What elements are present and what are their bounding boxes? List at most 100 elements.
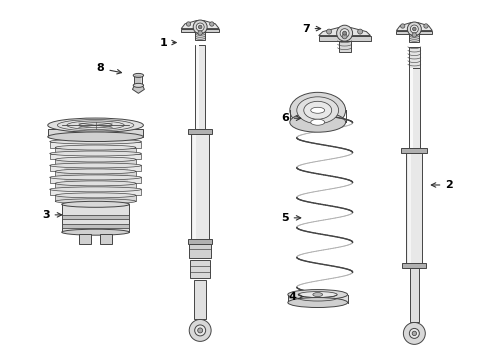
Bar [407,153,410,268]
Ellipse shape [289,92,345,128]
Ellipse shape [55,181,136,186]
Circle shape [326,29,331,34]
Bar [402,263,426,268]
Polygon shape [132,85,144,93]
Bar [338,41,350,53]
Circle shape [411,331,416,336]
Ellipse shape [50,187,141,192]
Bar [63,168,127,183]
Bar [55,195,136,201]
Circle shape [342,34,346,39]
Ellipse shape [55,193,136,198]
Ellipse shape [298,292,336,298]
Bar [194,280,206,319]
Polygon shape [318,28,370,36]
Text: 8: 8 [97,63,122,74]
Circle shape [357,29,362,34]
Circle shape [408,328,419,338]
Polygon shape [181,28,219,32]
Circle shape [409,25,417,33]
Bar [61,224,129,228]
Circle shape [412,27,415,31]
Circle shape [193,20,207,34]
Bar [190,260,210,278]
Circle shape [186,22,190,26]
Ellipse shape [55,169,136,174]
Text: 7: 7 [301,24,320,33]
Ellipse shape [133,73,143,77]
Circle shape [209,22,214,26]
Ellipse shape [48,132,143,141]
Circle shape [197,328,202,333]
Ellipse shape [287,289,347,300]
Bar [406,153,422,268]
Ellipse shape [289,112,345,132]
Ellipse shape [310,107,324,113]
Bar [409,268,418,323]
Bar [287,294,347,302]
Ellipse shape [133,84,143,87]
Bar [48,129,143,137]
Circle shape [189,319,211,341]
Bar [134,75,142,85]
Ellipse shape [50,151,141,156]
Bar [188,239,212,244]
Ellipse shape [55,199,136,204]
Ellipse shape [55,157,136,162]
Ellipse shape [296,97,338,124]
Polygon shape [181,21,219,28]
Bar [55,183,136,189]
Ellipse shape [312,293,322,297]
Ellipse shape [61,201,129,207]
Bar [79,234,91,244]
Bar [408,34,419,42]
Polygon shape [396,31,431,34]
Bar [55,171,136,177]
Bar [189,244,211,258]
Text: 2: 2 [430,180,452,190]
Ellipse shape [55,145,136,150]
Text: 1: 1 [159,37,176,48]
Text: 4: 4 [288,292,302,302]
Circle shape [336,25,352,41]
Bar [55,148,136,153]
Bar [188,129,212,134]
Bar [50,153,141,159]
Ellipse shape [303,101,331,119]
Ellipse shape [310,119,324,125]
Circle shape [194,325,205,336]
Circle shape [403,323,425,345]
Ellipse shape [61,229,129,235]
Bar [408,68,419,148]
Polygon shape [396,23,431,31]
Circle shape [198,31,202,35]
Circle shape [340,29,348,38]
Circle shape [342,31,346,35]
Circle shape [198,25,202,29]
Bar [401,148,427,153]
Circle shape [407,22,421,36]
Bar [61,216,129,220]
Polygon shape [318,36,370,41]
Ellipse shape [48,118,143,132]
Bar [50,166,141,171]
Bar [192,134,196,244]
Bar [195,45,205,129]
Circle shape [423,24,427,28]
Circle shape [400,24,404,28]
Circle shape [196,23,203,31]
Circle shape [411,33,416,37]
Text: 6: 6 [280,113,300,123]
Bar [408,46,419,68]
Bar [50,141,141,148]
Text: 5: 5 [281,213,300,223]
Ellipse shape [287,298,347,307]
Bar [191,134,209,244]
Bar [61,204,129,232]
Bar [196,45,198,129]
Bar [409,68,412,148]
Ellipse shape [50,139,141,144]
Bar [50,189,141,195]
Bar [195,32,205,40]
Text: 3: 3 [42,210,61,220]
